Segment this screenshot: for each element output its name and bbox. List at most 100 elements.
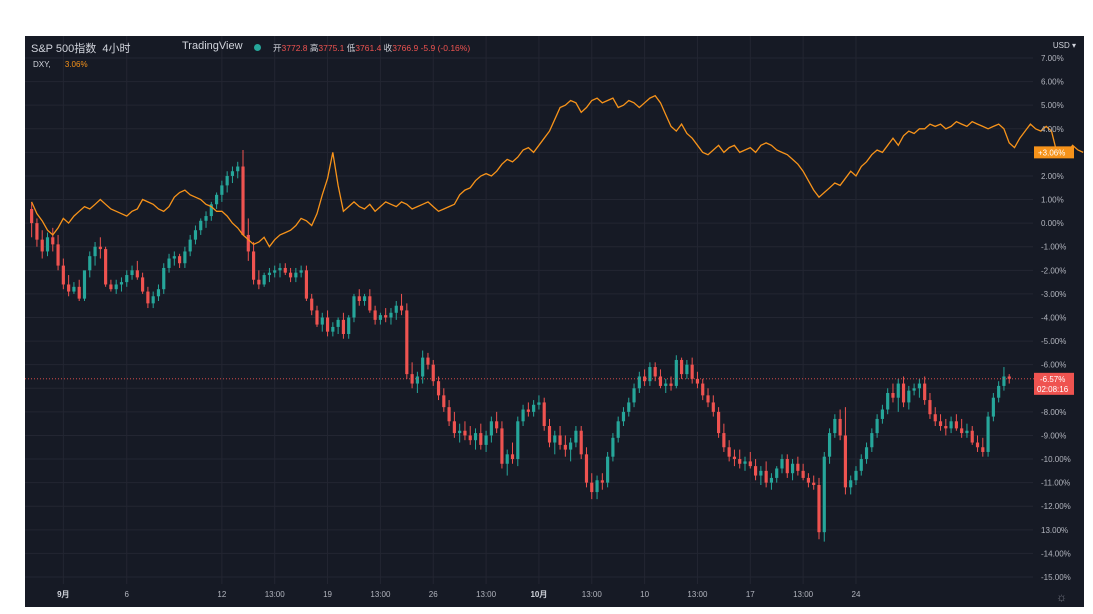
candle-body xyxy=(135,270,139,278)
candle-body xyxy=(257,279,261,285)
dxy-price-tag-text: +3.06% xyxy=(1038,148,1065,157)
y-tick-label: -9.00% xyxy=(1041,431,1066,440)
source-label: TradingView xyxy=(182,40,243,52)
candle-body xyxy=(653,367,657,377)
interval-label[interactable]: 4小时 xyxy=(102,43,131,55)
candle-body xyxy=(558,435,562,445)
candle-body xyxy=(125,275,129,283)
candle-body xyxy=(759,470,763,476)
candle-body xyxy=(130,270,134,276)
candle-body xyxy=(394,305,398,313)
y-tick-label: -5.00% xyxy=(1041,337,1066,346)
symbol-title[interactable]: S&P 500指数 4小时 xyxy=(31,40,130,56)
countdown-text: 02:08:16 xyxy=(1037,385,1069,394)
candle-body xyxy=(288,272,293,278)
candle-body xyxy=(616,421,620,438)
candle-body xyxy=(447,407,451,422)
candle-body xyxy=(315,310,319,325)
market-status-dot xyxy=(254,44,261,51)
candle-body xyxy=(891,392,895,398)
candle-body xyxy=(468,435,472,441)
candle-body xyxy=(997,385,1001,398)
candle-body xyxy=(56,244,60,266)
candle-body xyxy=(923,383,927,401)
candle-body xyxy=(806,477,811,483)
candle-body xyxy=(901,383,906,403)
candle-body xyxy=(595,480,599,493)
candle-body xyxy=(833,418,837,434)
candle-body xyxy=(452,421,456,434)
candle-body xyxy=(870,433,874,448)
candle-body xyxy=(415,376,419,384)
candle-body xyxy=(991,397,995,417)
candle-body xyxy=(674,359,678,386)
candle-body xyxy=(510,454,515,460)
candle-body xyxy=(843,435,847,488)
low-label: 低 xyxy=(346,43,356,53)
candle-body xyxy=(104,249,108,285)
candle-body xyxy=(241,166,245,235)
compare-legend[interactable]: DXY, 3.06% xyxy=(33,60,88,69)
candle-body xyxy=(606,456,610,483)
candle-body xyxy=(1002,376,1006,386)
close-value: 3766.9 xyxy=(392,43,419,53)
x-tick-label: 13:00 xyxy=(265,590,286,599)
candle-body xyxy=(827,433,832,457)
candle-body xyxy=(362,296,367,301)
x-tick-label: 10 xyxy=(640,590,649,599)
candle-body xyxy=(695,378,700,384)
candle-body xyxy=(769,477,774,483)
chart-canvas[interactable]: 7.00%6.00%5.00%4.00%3.00%2.00%1.00%0.00%… xyxy=(25,36,1084,607)
candle-body xyxy=(458,430,462,434)
candle-body xyxy=(717,411,721,434)
candle-body xyxy=(532,404,536,412)
candle-body xyxy=(864,447,869,460)
candle-body xyxy=(320,317,324,325)
candle-body xyxy=(928,400,932,415)
low-value: 3761.4 xyxy=(355,43,382,53)
candle-body xyxy=(753,466,758,476)
candle-body xyxy=(590,482,594,493)
symbol-name[interactable]: S&P 500指数 xyxy=(31,43,97,55)
candle-body xyxy=(954,421,958,429)
dxy-line xyxy=(31,94,1084,248)
candle-body xyxy=(484,435,488,445)
candle-body xyxy=(643,376,647,382)
candle-body xyxy=(251,251,256,280)
candle-body xyxy=(225,175,229,186)
candle-body xyxy=(886,392,890,410)
candle-body xyxy=(267,272,272,276)
candle-body xyxy=(785,459,789,474)
y-tick-label: -2.00% xyxy=(1041,266,1066,275)
candle-body xyxy=(960,428,964,434)
candle-body xyxy=(67,284,71,292)
candle-body xyxy=(775,468,779,478)
candle-body xyxy=(489,421,493,436)
candle-body xyxy=(553,435,557,443)
open-label: 开 xyxy=(273,43,282,53)
candle-body xyxy=(547,426,552,443)
candle-body xyxy=(944,426,948,429)
candle-body xyxy=(537,402,541,405)
candle-body xyxy=(685,364,689,375)
candle-body xyxy=(98,246,102,250)
candle-body xyxy=(204,216,208,221)
settings-gear-icon[interactable]: ☼ xyxy=(1056,590,1067,604)
x-tick-label: 12 xyxy=(217,590,226,599)
dxy-price-tag xyxy=(1034,146,1074,159)
high-label: 高 xyxy=(309,43,319,53)
chart-pane[interactable]: 7.00%6.00%5.00%4.00%3.00%2.00%1.00%0.00%… xyxy=(25,36,1084,607)
candle-body xyxy=(658,376,663,386)
candle-body xyxy=(912,388,916,391)
candle-body xyxy=(822,456,826,533)
candle-body xyxy=(933,414,937,422)
candle-body xyxy=(304,270,309,299)
candle-body xyxy=(637,376,641,389)
y-tick-label: -14.00% xyxy=(1041,549,1071,558)
candle-body xyxy=(600,480,604,483)
currency-selector[interactable]: USD ▾ xyxy=(1052,41,1076,50)
candle-body xyxy=(526,409,530,412)
compare-symbol[interactable]: DXY, xyxy=(33,60,51,69)
candle-body xyxy=(711,402,715,412)
candle-body xyxy=(495,421,499,429)
